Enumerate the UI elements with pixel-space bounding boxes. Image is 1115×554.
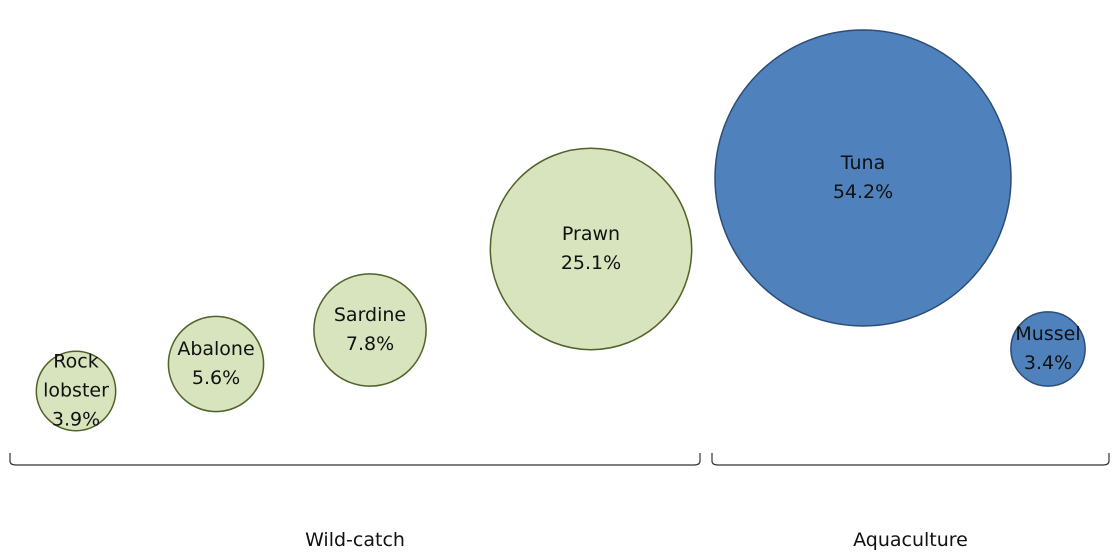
bubble-tuna (714, 29, 1012, 327)
bubble-name-sardine: Sardine (334, 304, 406, 326)
bubble-value-tuna: 54.2% (833, 181, 893, 203)
bubble-name-prawn: Prawn (562, 223, 620, 245)
bubble-rock-lobster (35, 350, 117, 432)
bubble-value-sardine: 7.8% (346, 333, 394, 355)
bubble-value-prawn: 25.1% (561, 252, 621, 274)
bubble-name-rock-lobster: lobster (43, 380, 109, 402)
bubble-value-rock-lobster: 3.9% (52, 409, 100, 431)
bubble-name-abalone: Abalone (177, 338, 254, 360)
bubble-name-rock-lobster: Rock (53, 351, 98, 373)
bubble-value-abalone: 5.6% (192, 367, 240, 389)
group-aquaculture: Tuna 54.2% Mussel 3.4% Aquaculture (711, 29, 1110, 551)
bubble-value-mussel: 3.4% (1024, 352, 1072, 374)
group-bracket (711, 453, 1110, 466)
bubble-mussel (1010, 311, 1086, 387)
group-bracket (9, 453, 701, 466)
bubble-sardine (313, 273, 427, 387)
group-wild-catch: Rock lobster 3.9% Abalone 5.6% Sardine 7.8% Pra… (9, 147, 701, 551)
bubble-abalone (167, 315, 265, 413)
bubble-name-tuna: Tuna (840, 152, 885, 174)
group-label: Wild-catch (305, 529, 405, 551)
group-label: Aquaculture (853, 529, 968, 551)
bubble-prawn (489, 147, 693, 351)
bubble-name-mussel: Mussel (1015, 323, 1080, 345)
